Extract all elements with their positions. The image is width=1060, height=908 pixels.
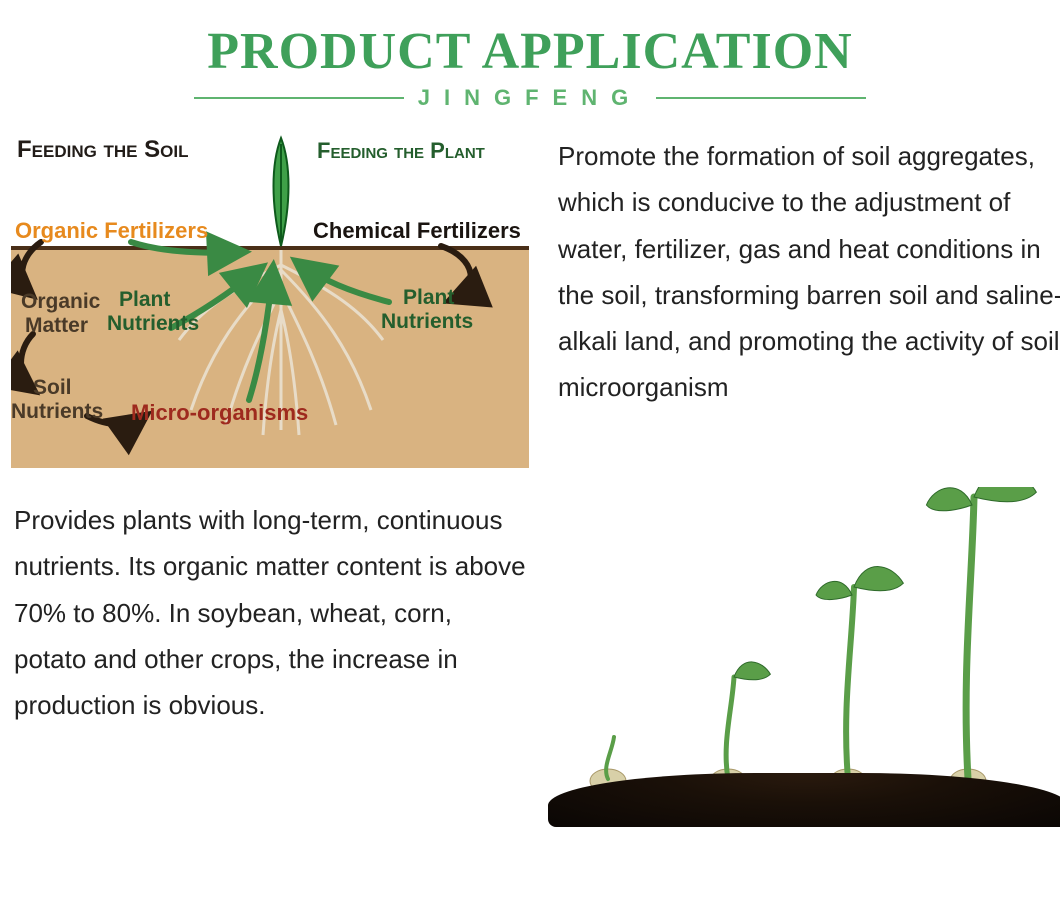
diagram-label-plant_nutr_l1: Plant: [119, 288, 170, 312]
diagram-label-micro_org: Micro-organisms: [131, 400, 308, 426]
page-title: PRODUCT APPLICATION: [0, 22, 1060, 81]
paragraph-1: Promote the formation of soil ag­gregate…: [548, 131, 1060, 467]
header: PRODUCT APPLICATION JINGFENG: [0, 0, 1060, 111]
rule-right: [656, 97, 866, 99]
content-grid: Feeding the Soil Feeding the Plant Organic…: [0, 111, 1060, 827]
diagram-label-feeding_soil: Feeding the Soil: [17, 136, 189, 164]
diagram-label-organic_fert: Organic Fertilizers: [15, 218, 208, 244]
fertilizer-diagram: Feeding the Soil Feeding the Plant Organic…: [10, 131, 530, 467]
diagram-label-organic_matter2: Matter: [25, 314, 88, 338]
soil-ground: [548, 773, 1060, 827]
diagram-label-plant_nutr_r1: Plant: [403, 286, 454, 310]
diagram-label-feeding_plant: Feeding the Plant: [317, 138, 485, 164]
subtitle-row: JINGFENG: [0, 85, 1060, 111]
paragraph-2: Provides plants with long-term, continuo…: [10, 487, 530, 827]
rule-left: [194, 97, 404, 99]
diagram-label-soil_nutr2: Nutrients: [11, 400, 103, 424]
diagram-label-plant_nutr_r2: Nutrients: [381, 310, 473, 334]
diagram-label-plant_nutr_l2: Nutrients: [107, 312, 199, 336]
diagram-label-chemical_fert: Chemical Fertilizers: [313, 218, 521, 244]
sprouts-photo: [548, 487, 1060, 827]
diagram-label-soil_nutr1: Soil: [33, 376, 72, 400]
diagram-label-organic_matter1: Organic: [21, 290, 100, 314]
subtitle: JINGFENG: [418, 85, 642, 111]
